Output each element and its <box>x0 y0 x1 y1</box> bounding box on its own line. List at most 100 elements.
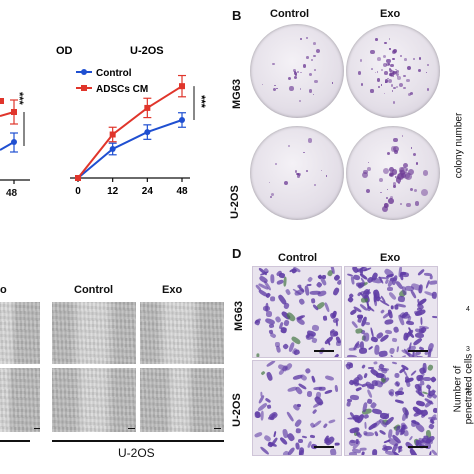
stained-cell <box>371 448 378 455</box>
colony-spot <box>382 62 388 68</box>
colony-spot <box>392 86 396 90</box>
stained-cell <box>318 387 326 392</box>
data-point <box>179 83 185 90</box>
colony-spot <box>385 196 388 199</box>
colony-spot <box>300 71 302 74</box>
scale-bar-d2 <box>408 350 428 352</box>
colony-spot <box>398 83 403 87</box>
stained-cell <box>427 422 435 430</box>
colony-spot <box>308 89 313 93</box>
stained-cell <box>355 438 359 444</box>
stained-cell <box>383 446 393 450</box>
colony-spot <box>293 70 297 74</box>
stained-cell <box>284 362 294 372</box>
stained-cell <box>378 350 389 357</box>
panel-d-tick-3: 3 <box>466 346 470 353</box>
stained-cell <box>395 399 404 405</box>
colony-spot <box>380 68 383 71</box>
colony-spot <box>309 72 313 76</box>
colony-spot <box>375 38 378 41</box>
colony-spot <box>412 152 417 157</box>
panel-d-tick-4: 4 <box>466 306 470 313</box>
colony-spot <box>303 151 305 154</box>
colony-spot <box>382 168 389 175</box>
panel-b-row-label-u2os: U-2OS <box>228 185 241 219</box>
colony-spot <box>389 172 395 178</box>
colony-spot <box>314 183 317 187</box>
panel-b-col-header-control: Control <box>270 8 310 20</box>
stained-cell <box>378 428 387 436</box>
fragment-significance: *** <box>13 92 25 105</box>
stained-cell <box>349 308 358 316</box>
colony-spot <box>389 195 394 200</box>
colony-spot <box>415 162 419 166</box>
stained-cell <box>363 372 369 379</box>
x-tick-label: 0 <box>75 186 81 197</box>
colony-spot <box>297 70 300 73</box>
stained-cell <box>395 346 399 352</box>
colony-spot <box>287 144 291 148</box>
stained-cell <box>415 374 424 382</box>
stained-cell <box>286 446 296 455</box>
colony-spot <box>394 150 399 155</box>
legend-marker <box>81 69 87 75</box>
stained-cell <box>384 450 395 455</box>
stained-cell <box>361 364 367 370</box>
colony-spot <box>396 75 398 77</box>
stained-cell <box>322 422 328 429</box>
colony-spot <box>389 48 391 50</box>
colony-spot <box>408 168 415 175</box>
stained-cell <box>356 387 363 392</box>
stained-cell <box>294 418 303 428</box>
colony-spot <box>331 82 334 84</box>
colony-spot <box>388 69 392 72</box>
stained-cell <box>362 332 369 342</box>
stained-cell <box>284 288 291 296</box>
colony-spot <box>270 192 275 197</box>
stained-cell <box>391 337 398 343</box>
stained-cell <box>350 394 360 400</box>
colony-spot <box>409 187 414 192</box>
colony-spot <box>392 182 397 186</box>
colony-spot <box>287 76 291 80</box>
colony-spot <box>384 79 389 83</box>
stained-cell <box>332 286 341 296</box>
colony-spot <box>382 54 386 58</box>
colony-spot <box>396 173 404 180</box>
colony-spot <box>306 56 309 59</box>
stained-cell <box>404 409 409 420</box>
colony-spot <box>376 78 380 82</box>
colony-spot <box>395 73 399 77</box>
stained-cell <box>346 272 353 277</box>
legend-entry: ADSCs CM <box>96 84 148 95</box>
colony-spot <box>314 69 316 72</box>
colony-dish-u2os-control <box>250 126 344 220</box>
colony-spot <box>294 170 297 173</box>
stained-cell <box>265 361 276 368</box>
panel-c-group-bracket <box>52 440 224 442</box>
colony-spot <box>377 57 381 61</box>
colony-spot <box>386 188 389 191</box>
stained-cell <box>392 361 398 365</box>
line-chart: OD U-2OS 0 12 24 48 Control ADSCs CM *** <box>56 45 207 197</box>
colony-spot <box>426 63 430 67</box>
colony-spot <box>357 71 361 75</box>
colony-spot <box>387 78 389 80</box>
colony-spot <box>381 205 389 213</box>
data-point <box>144 129 151 136</box>
panel-b-row-label-mg63: MG63 <box>230 79 243 109</box>
colony-spot <box>386 152 390 156</box>
colony-spot <box>399 169 405 175</box>
series-line-0 <box>77 119 183 179</box>
stained-cell <box>269 295 275 301</box>
stained-cell <box>363 421 367 429</box>
stained-cell <box>394 305 399 310</box>
colony-spot <box>394 176 397 178</box>
colony-spot <box>390 84 394 88</box>
stained-cell <box>311 408 318 415</box>
stained-cell <box>379 309 386 315</box>
transwell-image-u2os-control <box>252 360 342 456</box>
scale-bar-control <box>128 428 135 429</box>
stained-cell <box>256 353 260 357</box>
x-tick-label: 48 <box>176 186 188 197</box>
